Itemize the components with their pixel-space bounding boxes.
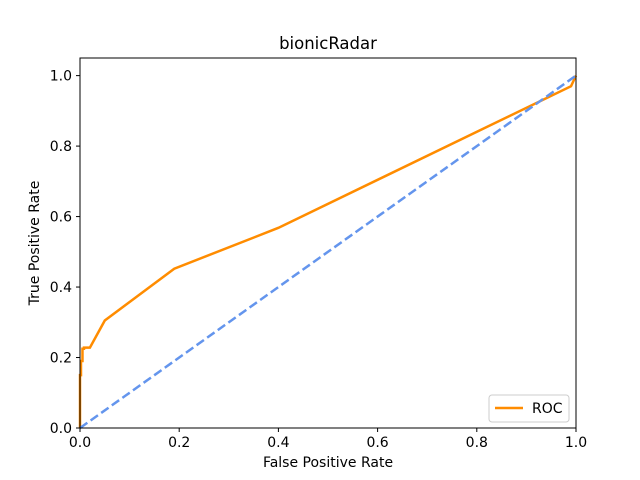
x-tick-label: 0.6: [366, 435, 388, 451]
plot-frame: [79, 57, 577, 429]
y-tick-label: 0.4: [50, 280, 72, 296]
series-line-roc: [78, 75, 578, 428]
y-tick-label: 0.8: [50, 139, 72, 155]
legend: ROC: [488, 394, 570, 423]
y-tick-label: 0.0: [50, 421, 72, 437]
x-tick-label: 0.4: [267, 435, 289, 451]
series-layer: [78, 74, 578, 430]
diagonal-reference-line: [79, 74, 577, 430]
x-tick-label: 0.0: [69, 435, 91, 451]
x-tick-label: 1.0: [565, 435, 587, 451]
chart-title: bionicRadar: [279, 34, 377, 53]
legend-box: [488, 394, 570, 423]
y-tick-label: 0.6: [50, 210, 72, 226]
y-axis-ticks: 0.0 0.2 0.4 0.6 0.8 1.0: [50, 69, 80, 437]
x-axis-ticks: 0.0 0.2 0.4 0.6 0.8 1.0: [69, 428, 587, 451]
x-tick-label: 0.8: [466, 435, 488, 451]
y-tick-label: 1.0: [50, 69, 72, 85]
y-tick-label: 0.2: [50, 351, 72, 367]
y-axis-label: True Positive Rate: [27, 181, 43, 307]
x-tick-label: 0.2: [168, 435, 190, 451]
legend-label-roc: ROC: [532, 401, 563, 417]
x-axis-label: False Positive Rate: [263, 455, 393, 471]
